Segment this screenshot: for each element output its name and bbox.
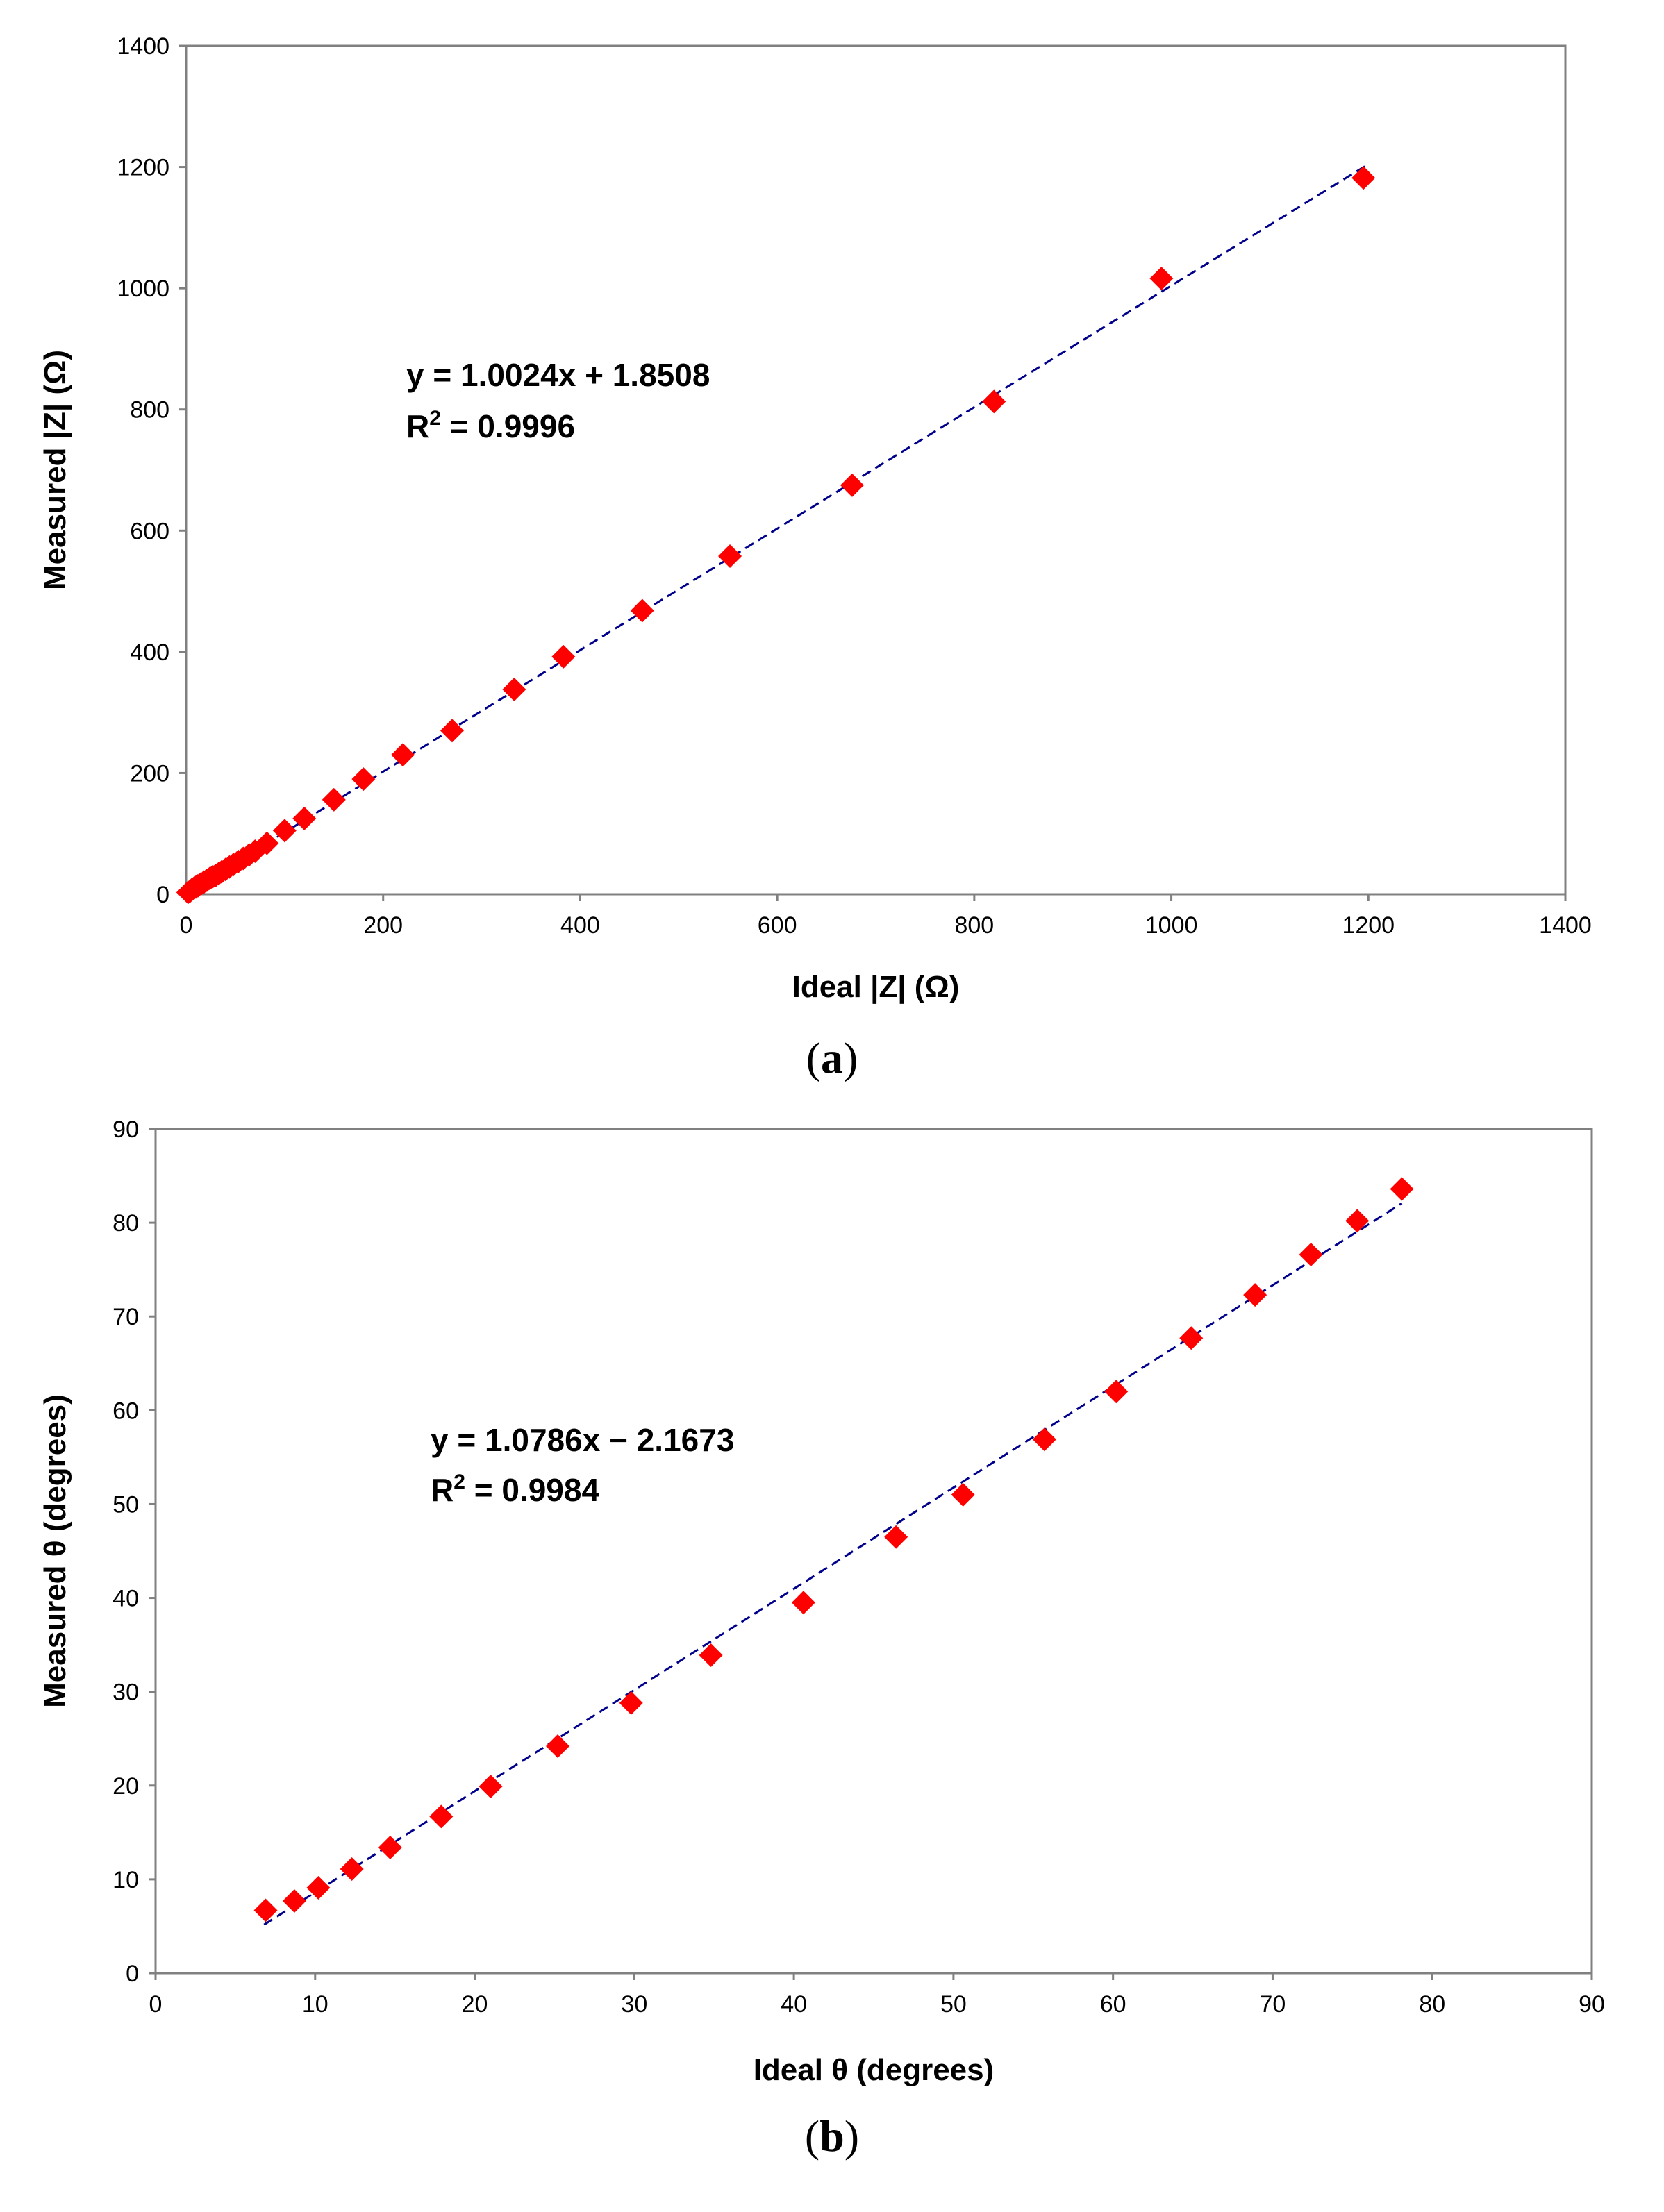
data-point	[255, 831, 279, 855]
x-tick-label: 800	[954, 912, 994, 939]
data-point	[440, 719, 465, 743]
y-tick-label: 60	[113, 1398, 139, 1424]
data-point	[1104, 1380, 1129, 1404]
data-point	[322, 787, 346, 812]
chart-b-trendline-group	[263, 1202, 1403, 1926]
data-point	[1351, 166, 1376, 190]
data-point	[791, 1591, 815, 1615]
y-tick-label: 10	[113, 1867, 139, 1893]
x-tick-label: 0	[180, 912, 193, 939]
x-tick-label: 50	[940, 1991, 967, 2018]
x-tick-label: 1200	[1342, 912, 1395, 939]
chart-b-equation: y = 1.0786x − 2.1673	[431, 1422, 734, 1458]
data-point	[272, 819, 297, 843]
y-tick-label: 30	[113, 1679, 139, 1706]
data-point	[951, 1482, 975, 1507]
chart-a: 0 200 400 600 800 1000 1200 1400 0 200 400 600 800 1…	[38, 33, 1592, 1082]
y-tick-label: 0	[156, 882, 169, 908]
data-point	[1345, 1209, 1370, 1233]
chart-b: 0 10 20 30 40 50 60 70 80 90 0102030405060708090 …	[38, 1116, 1605, 2161]
chart-a-x-label: Ideal |Z| (Ω)	[792, 970, 960, 1005]
data-point	[840, 473, 864, 497]
y-tick-label: 200	[130, 760, 169, 787]
data-point	[884, 1525, 908, 1549]
panel-label-b: (b)	[805, 2111, 859, 2161]
chart-b-y-ticks: 0 10 20 30 40 50 60 70 80 90	[113, 1116, 156, 1987]
chart-a-equation: y = 1.0024x + 1.8508	[406, 357, 710, 393]
x-tick-label: 200	[363, 912, 403, 939]
data-point	[253, 1898, 278, 1922]
data-point	[546, 1734, 570, 1759]
data-point	[1149, 267, 1174, 291]
data-point	[391, 743, 415, 767]
data-point	[378, 1835, 402, 1859]
data-point	[1032, 1427, 1056, 1452]
chart-b-x-ticks: 0 10 20 30 40 50 60 70 80 90	[149, 1973, 1605, 2018]
x-tick-label: 60	[1100, 1991, 1126, 2018]
y-tick-label: 800	[130, 397, 169, 424]
y-tick-label: 70	[113, 1304, 139, 1330]
chart-b-r2: R2 = 0.9984	[431, 1471, 599, 1508]
data-point	[630, 598, 654, 623]
y-tick-label: 90	[113, 1116, 139, 1143]
x-tick-label: 600	[758, 912, 797, 939]
x-tick-label: 1000	[1145, 912, 1198, 939]
data-point	[429, 1804, 454, 1829]
x-tick-label: 90	[1579, 1991, 1605, 2018]
chart-a-y-ticks: 0 200 400 600 800 1000 1200 1400	[117, 33, 186, 908]
chart-a-r2: R2 = 0.9996	[406, 407, 575, 444]
chart-b-y-label: Measured θ (degrees)	[38, 1394, 72, 1708]
trendline	[263, 1202, 1403, 1926]
y-tick-label: 1000	[117, 276, 169, 302]
chart-a-points	[176, 166, 1376, 905]
data-point	[351, 767, 376, 791]
data-point	[1243, 1283, 1267, 1307]
y-tick-label: 600	[130, 518, 169, 544]
x-tick-label: 70	[1260, 1991, 1286, 2018]
data-point	[340, 1857, 364, 1882]
x-tick-label: 0	[149, 1991, 163, 2018]
chart-a-y-label: Measured |Z| (Ω)	[38, 350, 73, 590]
chart-a-trendline-group	[185, 163, 1370, 894]
y-tick-label: 1200	[117, 155, 169, 181]
chart-b-points	[253, 1177, 1414, 1922]
data-point	[1390, 1177, 1414, 1201]
data-point	[718, 544, 742, 568]
data-point	[699, 1643, 723, 1667]
x-tick-label: 20	[462, 1991, 488, 2018]
y-tick-label: 20	[113, 1773, 139, 1800]
data-point	[551, 644, 576, 669]
x-tick-label: 30	[621, 1991, 647, 2018]
data-point	[982, 389, 1006, 414]
trendline	[185, 163, 1370, 894]
y-tick-label: 40	[113, 1586, 139, 1612]
data-point	[282, 1888, 306, 1913]
data-point	[1299, 1243, 1323, 1267]
data-point	[1179, 1326, 1204, 1350]
chart-b-plot-area	[154, 1128, 1593, 1975]
x-tick-label: 80	[1419, 1991, 1445, 2018]
x-tick-label: 400	[560, 912, 600, 939]
panel-label-a: (a)	[806, 1033, 858, 1082]
x-tick-label: 10	[302, 1991, 328, 2018]
data-point	[479, 1775, 503, 1799]
chart-b-x-label: Ideal θ (degrees)	[754, 2053, 995, 2087]
data-point	[306, 1876, 331, 1900]
y-tick-label: 50	[113, 1491, 139, 1518]
chart-a-plot-area	[185, 44, 1567, 896]
x-tick-label: 1400	[1539, 912, 1592, 939]
x-tick-label: 40	[781, 1991, 807, 2018]
chart-a-x-ticks: 0 200 400 600 800 1000 1200 1400	[180, 894, 1592, 939]
y-tick-label: 1400	[117, 33, 169, 60]
y-tick-label: 0	[126, 1961, 139, 1987]
data-point	[619, 1691, 643, 1715]
y-tick-label: 400	[130, 639, 169, 666]
data-point	[502, 677, 526, 701]
data-point	[292, 806, 317, 830]
y-tick-label: 80	[113, 1210, 139, 1237]
